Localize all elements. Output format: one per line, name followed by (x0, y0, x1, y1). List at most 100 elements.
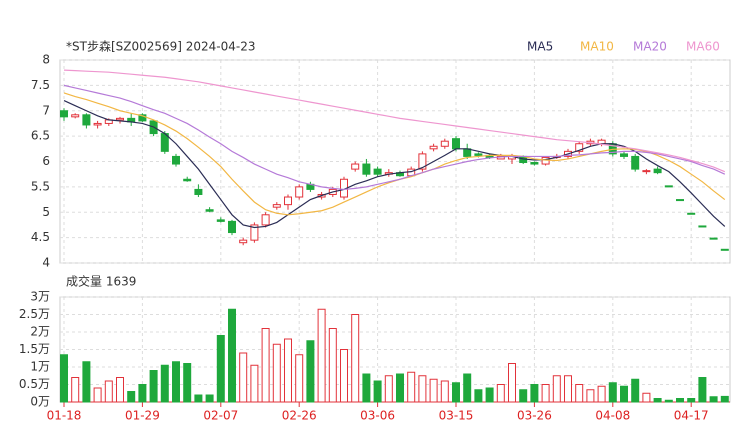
candle-body (116, 117, 124, 121)
volume-bar (60, 354, 68, 403)
volume-bar (452, 382, 460, 403)
volume-bar (71, 377, 80, 403)
ma-line (63, 100, 726, 229)
y-tick-label: 1.5万 (19, 342, 50, 356)
volume-bar (653, 398, 662, 403)
volume-bar (328, 328, 337, 403)
volume-bar (418, 375, 427, 403)
candle-body (720, 248, 729, 251)
volume-bar (116, 377, 124, 403)
y-tick-label: 4 (42, 256, 50, 270)
volume-bar (463, 373, 472, 403)
candle-body (228, 220, 236, 234)
ma-line (63, 84, 726, 191)
volume-bar (317, 308, 326, 403)
plot-frame (59, 59, 731, 264)
volume-bar (676, 398, 684, 403)
volume-bar (575, 384, 584, 403)
volume-title: 成交量 1639 (66, 274, 136, 289)
candle-body (541, 156, 550, 165)
candle-body (183, 178, 192, 182)
volume-bar (709, 396, 718, 403)
y-tick-label: 0.5万 (19, 377, 50, 391)
volume-bar (687, 398, 696, 403)
x-tick-label: 01-29 (125, 409, 160, 423)
y-tick-label: 7 (42, 103, 50, 117)
candle-body (530, 162, 539, 165)
volume-bar (351, 314, 360, 403)
volume-bar (564, 375, 572, 403)
candle-body (82, 114, 91, 126)
volume-bar (620, 385, 628, 403)
x-tick-label: 03-26 (517, 409, 552, 423)
volume-bar (407, 371, 416, 403)
volume-bar (396, 373, 404, 403)
y-tick-label: 6 (42, 154, 50, 168)
candle-body (138, 114, 147, 122)
volume-bar (228, 308, 236, 403)
volume-bar (149, 370, 158, 403)
volume-bar (93, 387, 102, 403)
volume-bar (597, 385, 606, 403)
volume-bar (216, 335, 225, 403)
candle-body (284, 196, 292, 206)
y-tick-label: 8 (42, 53, 50, 67)
candle-body (429, 145, 438, 150)
volume-bar (664, 399, 673, 403)
y-tick-label: 6.5 (31, 129, 50, 143)
volume-bar (205, 394, 214, 403)
volume-bar (720, 395, 729, 403)
volume-bar (698, 377, 707, 403)
volume-bar (194, 394, 203, 403)
candle-body (351, 163, 360, 170)
volume-bar (530, 384, 539, 403)
candle-body (653, 168, 662, 174)
candle-body (452, 138, 460, 150)
volume-bar (496, 384, 505, 403)
candle-body (664, 185, 673, 188)
candle-body (239, 239, 248, 244)
x-tick-label: 04-17 (674, 409, 709, 423)
x-tick-label: 03-15 (439, 409, 474, 423)
legend-label: MA10 (580, 40, 614, 54)
candle-body (698, 225, 707, 228)
candle-body (575, 143, 584, 152)
volume-bar (183, 363, 192, 403)
candle-body (709, 237, 718, 240)
candle-body (205, 209, 214, 212)
volume-bar (552, 375, 561, 403)
volume-bar (429, 378, 438, 403)
candle-body (272, 204, 281, 208)
candle-body (631, 155, 640, 170)
y-tick-label: 2万 (30, 325, 50, 339)
candle-body (620, 153, 628, 157)
candle-body (71, 114, 80, 118)
volume-bar (519, 389, 528, 403)
plot-frame (59, 296, 731, 403)
x-tick-label: 04-08 (595, 409, 630, 423)
volume-bar (384, 375, 393, 403)
volume-bar (272, 343, 281, 403)
chart-title: *ST步森[SZ002569] 2024-04-23 (66, 39, 256, 54)
volume-bar (295, 354, 304, 403)
volume-bar (541, 384, 550, 403)
candle-body (93, 122, 102, 126)
y-tick-label: 2.5万 (19, 307, 50, 321)
volume-bar (239, 352, 248, 403)
volume-bar (586, 389, 595, 403)
volume-bar (172, 361, 180, 403)
candle-body (474, 153, 483, 156)
candle-body (676, 199, 684, 202)
candle-body (687, 212, 696, 215)
x-tick-label: 02-26 (282, 409, 317, 423)
candle-body (261, 214, 270, 226)
candle-body (642, 170, 651, 173)
volume-bar (508, 363, 516, 403)
volume-bar (160, 364, 169, 403)
x-tick-label: 01-18 (47, 409, 82, 423)
x-tick-label: 02-07 (203, 409, 238, 423)
candle-body (194, 188, 203, 195)
candle-body (418, 153, 427, 170)
candle-body (172, 155, 180, 165)
